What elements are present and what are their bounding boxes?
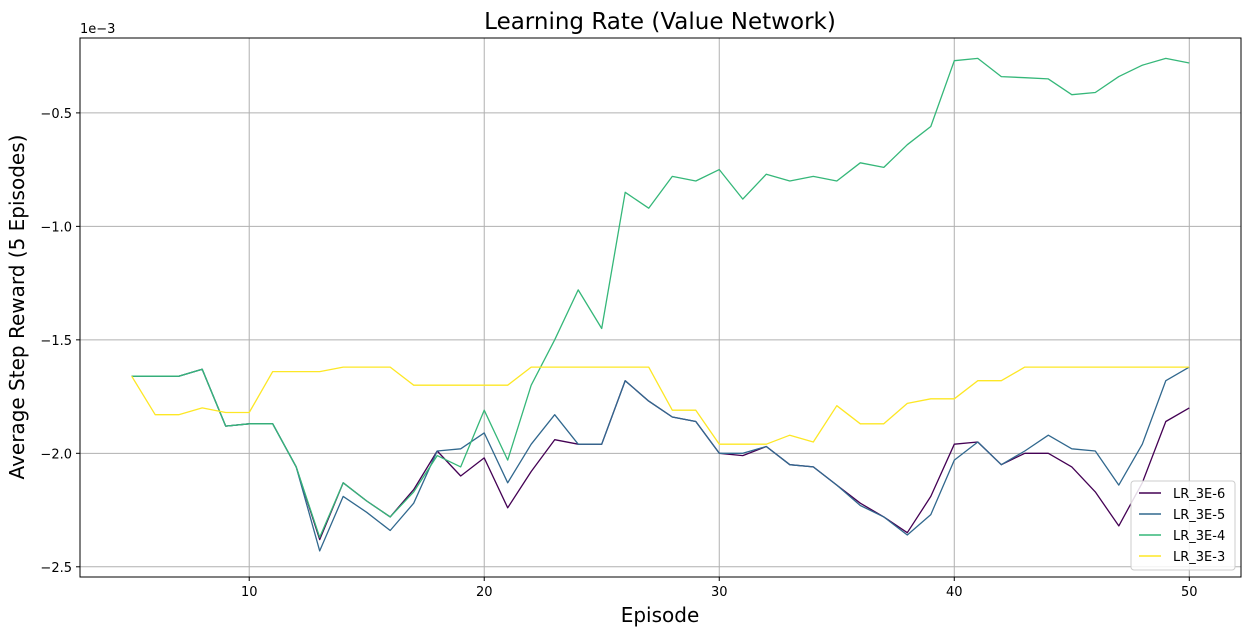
legend-label-lr-3e-5: LR_3E-5	[1173, 508, 1225, 523]
x-axis-label: Episode	[621, 603, 700, 627]
x-tick-label: 10	[241, 585, 258, 600]
legend: LR_3E-6 LR_3E-5 LR_3E-4 LR_3E-3	[1130, 480, 1236, 571]
y-tick-label: −2.5	[40, 561, 72, 576]
series-line-lr-3e-6	[131, 368, 1190, 541]
plot-area-frame	[79, 37, 1242, 578]
legend-label-lr-3e-3: LR_3E-3	[1173, 550, 1225, 565]
y-tick-label: −1.5	[40, 334, 72, 349]
chart-title: Learning Rate (Value Network)	[484, 9, 836, 35]
series-line-lr-3e-4	[131, 57, 1190, 538]
series-lines	[131, 57, 1190, 552]
x-tick-label: 50	[1181, 585, 1198, 600]
legend-box	[1130, 480, 1236, 571]
y-offset-text: 1e−3	[80, 22, 115, 37]
legend-label-lr-3e-4: LR_3E-4	[1173, 529, 1225, 544]
series-line-lr-3e-5	[131, 366, 1190, 552]
y-axis-label: Average Step Reward (5 Episodes)	[5, 135, 29, 480]
y-tick-label: −0.5	[40, 107, 72, 122]
x-tick-label: 20	[476, 585, 493, 600]
x-tick-label: 30	[711, 585, 728, 600]
y-tick-label: −2.0	[40, 447, 72, 462]
legend-label-lr-3e-6: LR_3E-6	[1173, 487, 1225, 502]
series-line-lr-3e-3	[131, 366, 1190, 445]
y-tick-label: −1.0	[40, 220, 72, 235]
x-tick-label: 40	[946, 585, 963, 600]
axis-ticks: 10 20 30 40 50 −0.5 −1.0 −1.5 −2.0 −2.5	[40, 107, 1197, 600]
grid	[80, 38, 1241, 577]
